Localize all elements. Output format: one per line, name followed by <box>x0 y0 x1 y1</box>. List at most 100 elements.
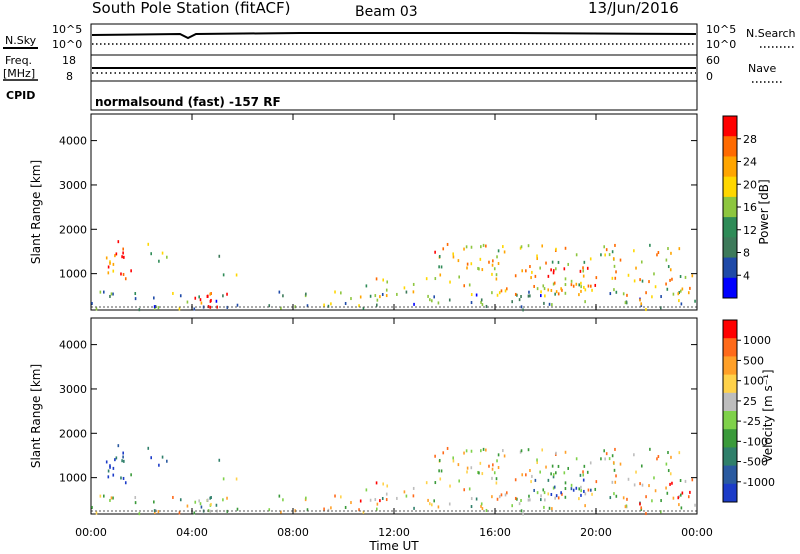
echo-cell <box>431 503 433 507</box>
echo-cell <box>95 511 98 515</box>
echo-cell <box>514 478 517 482</box>
echo-cell <box>122 476 125 480</box>
echo-cell <box>120 476 122 480</box>
echo-cell <box>433 499 435 503</box>
echo-cell <box>555 471 557 475</box>
echo-cell <box>120 272 122 276</box>
echo-cell <box>134 292 137 296</box>
echo-cell <box>434 277 437 281</box>
echo-cell <box>206 498 209 502</box>
echo-cell <box>649 447 651 451</box>
echo-cell <box>492 463 494 467</box>
echo-cell <box>386 280 389 284</box>
echo-cell <box>218 458 221 462</box>
colorbar-segment <box>723 320 737 339</box>
echo-cell <box>438 254 441 258</box>
echo-cell <box>385 498 388 502</box>
colorbar-segment <box>723 217 737 238</box>
echo-cell <box>178 511 181 515</box>
echo-cell <box>382 482 385 486</box>
echo-cell <box>405 494 408 498</box>
velocity-ylabel: Slant Range [km] <box>29 364 43 468</box>
echo-cell <box>580 493 582 497</box>
nsky-panel: N.Sky 10^5 10^0 10^5 10^0 N.Search <box>3 23 796 56</box>
echo-cell <box>278 494 281 498</box>
echo-cell <box>327 304 330 308</box>
echo-cell <box>491 467 494 471</box>
echo-cell <box>527 448 530 452</box>
echo-cell <box>578 487 581 491</box>
colorbar-tick-label: -25 <box>743 415 761 428</box>
echo-cell <box>670 251 672 255</box>
echo-cell <box>678 495 681 499</box>
echo-cell <box>669 472 672 476</box>
echo-cell <box>527 244 530 248</box>
echo-cell <box>580 289 582 293</box>
echo-cell <box>587 488 590 492</box>
echo-cell <box>534 274 537 278</box>
echo-cell <box>429 298 431 302</box>
velocity-colorbar: 1000 500 100 25 -25 -100 -500 -1000 <box>722 319 775 503</box>
y-tick-label: 4000 <box>59 339 87 352</box>
chart-title: South Pole Station (fitACF) <box>92 0 290 17</box>
echo-cell <box>376 507 378 511</box>
echo-cell <box>109 464 111 468</box>
echo-cell <box>580 485 582 489</box>
echo-cell <box>496 459 498 463</box>
echo-cell <box>612 461 615 465</box>
echo-cell <box>624 301 627 305</box>
echo-cell <box>555 494 558 498</box>
echo-cell <box>659 306 662 310</box>
echo-cell <box>542 284 545 288</box>
echo-cell <box>548 506 551 510</box>
echo-cell <box>209 292 211 296</box>
echo-cell <box>103 290 105 294</box>
echo-cell <box>107 271 110 275</box>
echo-cell <box>622 496 625 500</box>
echo-cell <box>645 291 647 295</box>
echo-cell <box>667 469 670 473</box>
echo-cell <box>465 245 468 249</box>
echo-cell <box>625 504 628 508</box>
echo-cell <box>470 466 473 470</box>
echo-cell <box>670 455 672 459</box>
colorbar-segment <box>723 156 737 178</box>
echo-cell <box>222 477 225 481</box>
echo-cell <box>514 292 517 296</box>
echo-cell <box>161 455 164 459</box>
echo-cell <box>635 470 637 474</box>
echo-cell <box>457 259 460 263</box>
echo-cell <box>666 491 669 495</box>
echo-cell <box>545 261 547 265</box>
echo-cell <box>485 244 487 248</box>
echo-cell <box>179 498 182 502</box>
echo-cell <box>640 302 643 306</box>
colorbar-tick-label: 28 <box>743 133 757 146</box>
echo-cell <box>570 483 573 487</box>
echo-cell <box>216 305 218 309</box>
echo-cell <box>425 277 428 281</box>
echo-cell <box>193 307 196 311</box>
echo-cell <box>440 265 443 269</box>
echo-cell <box>358 304 360 308</box>
echo-cell <box>680 302 683 306</box>
echo-cell <box>505 491 508 495</box>
echo-cell <box>438 458 441 462</box>
echo-cell <box>481 303 484 307</box>
power-panel: 1000 2000 3000 4000 Slant Range [km] 28 24 20… <box>29 113 771 312</box>
echo-cell <box>463 284 466 288</box>
echo-cell <box>198 295 200 299</box>
echo-cell <box>157 510 160 514</box>
echo-cell <box>660 499 662 503</box>
colorbar-tick-label: 4 <box>743 269 750 282</box>
echo-cell <box>147 242 150 246</box>
echo-cell <box>278 290 281 294</box>
echo-cell <box>564 450 567 454</box>
echo-cell <box>470 505 473 509</box>
echo-cell <box>381 292 384 296</box>
echo-cell <box>413 506 415 510</box>
echo-cell <box>548 302 551 306</box>
colorbar-tick-label: -1000 <box>743 476 775 489</box>
echo-cell <box>640 507 643 511</box>
echo-cell <box>110 292 113 296</box>
